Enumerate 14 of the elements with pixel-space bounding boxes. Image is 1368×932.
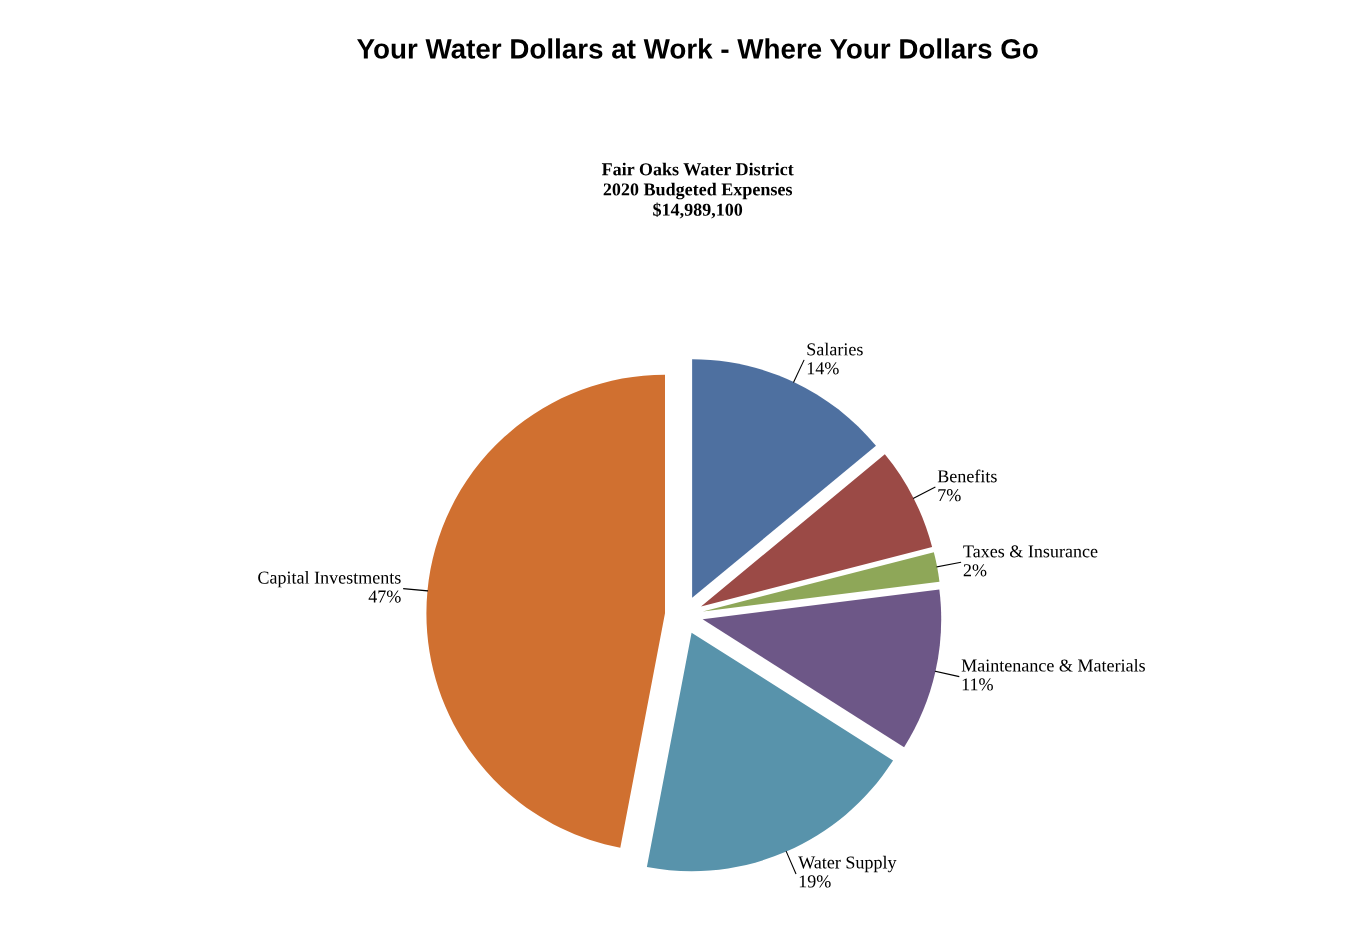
slice-label: Water Supply <box>798 855 897 873</box>
chart-title: Your Water Dollars at Work - Where Your Dollars Go <box>357 38 1038 59</box>
data-label: 11% <box>962 678 993 691</box>
data-label: 7% <box>938 489 961 502</box>
data-label: 19% <box>799 875 831 888</box>
slice-label: Maintenance & Materials <box>961 658 1145 672</box>
data-label: 47% <box>368 590 401 603</box>
slice-label: Capital Investments <box>258 571 401 588</box>
slice-label: Benefits <box>937 469 997 483</box>
data-label: 2% <box>963 564 987 577</box>
slice-label: Taxes & Insurance <box>963 545 1098 558</box>
chart-subtitle: Fair Oaks Water District 2020 Budgeted Expenses $14,989,100 <box>601 162 794 219</box>
slice-label: Salaries <box>807 342 863 356</box>
data-label: 14% <box>807 362 839 375</box>
